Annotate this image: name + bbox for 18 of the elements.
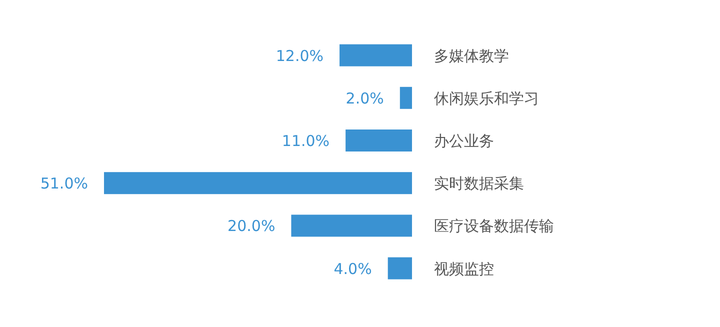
- data-label: 12.0%: [276, 46, 324, 65]
- bar: [400, 86, 412, 109]
- y-tick-label: 办公业务: [434, 132, 494, 150]
- data-label: 20.0%: [228, 217, 276, 236]
- bar: [291, 214, 412, 237]
- y-tick-label: 视频监控: [434, 260, 494, 278]
- data-label: 51.0%: [40, 174, 88, 193]
- data-label: 11.0%: [282, 132, 330, 150]
- y-tick-label: 多媒体教学: [434, 46, 509, 65]
- bar: [388, 257, 412, 280]
- y-tick-label: 休闲娱乐和学习: [434, 89, 539, 108]
- data-label: 2.0%: [346, 89, 384, 108]
- data-label: 4.0%: [334, 260, 372, 278]
- y-tick-label: 实时数据采集: [434, 174, 524, 193]
- bar: [340, 44, 412, 66]
- y-tick-label: 医疗设备数据传输: [434, 217, 554, 236]
- bar: [104, 172, 412, 194]
- bar: [346, 130, 412, 152]
